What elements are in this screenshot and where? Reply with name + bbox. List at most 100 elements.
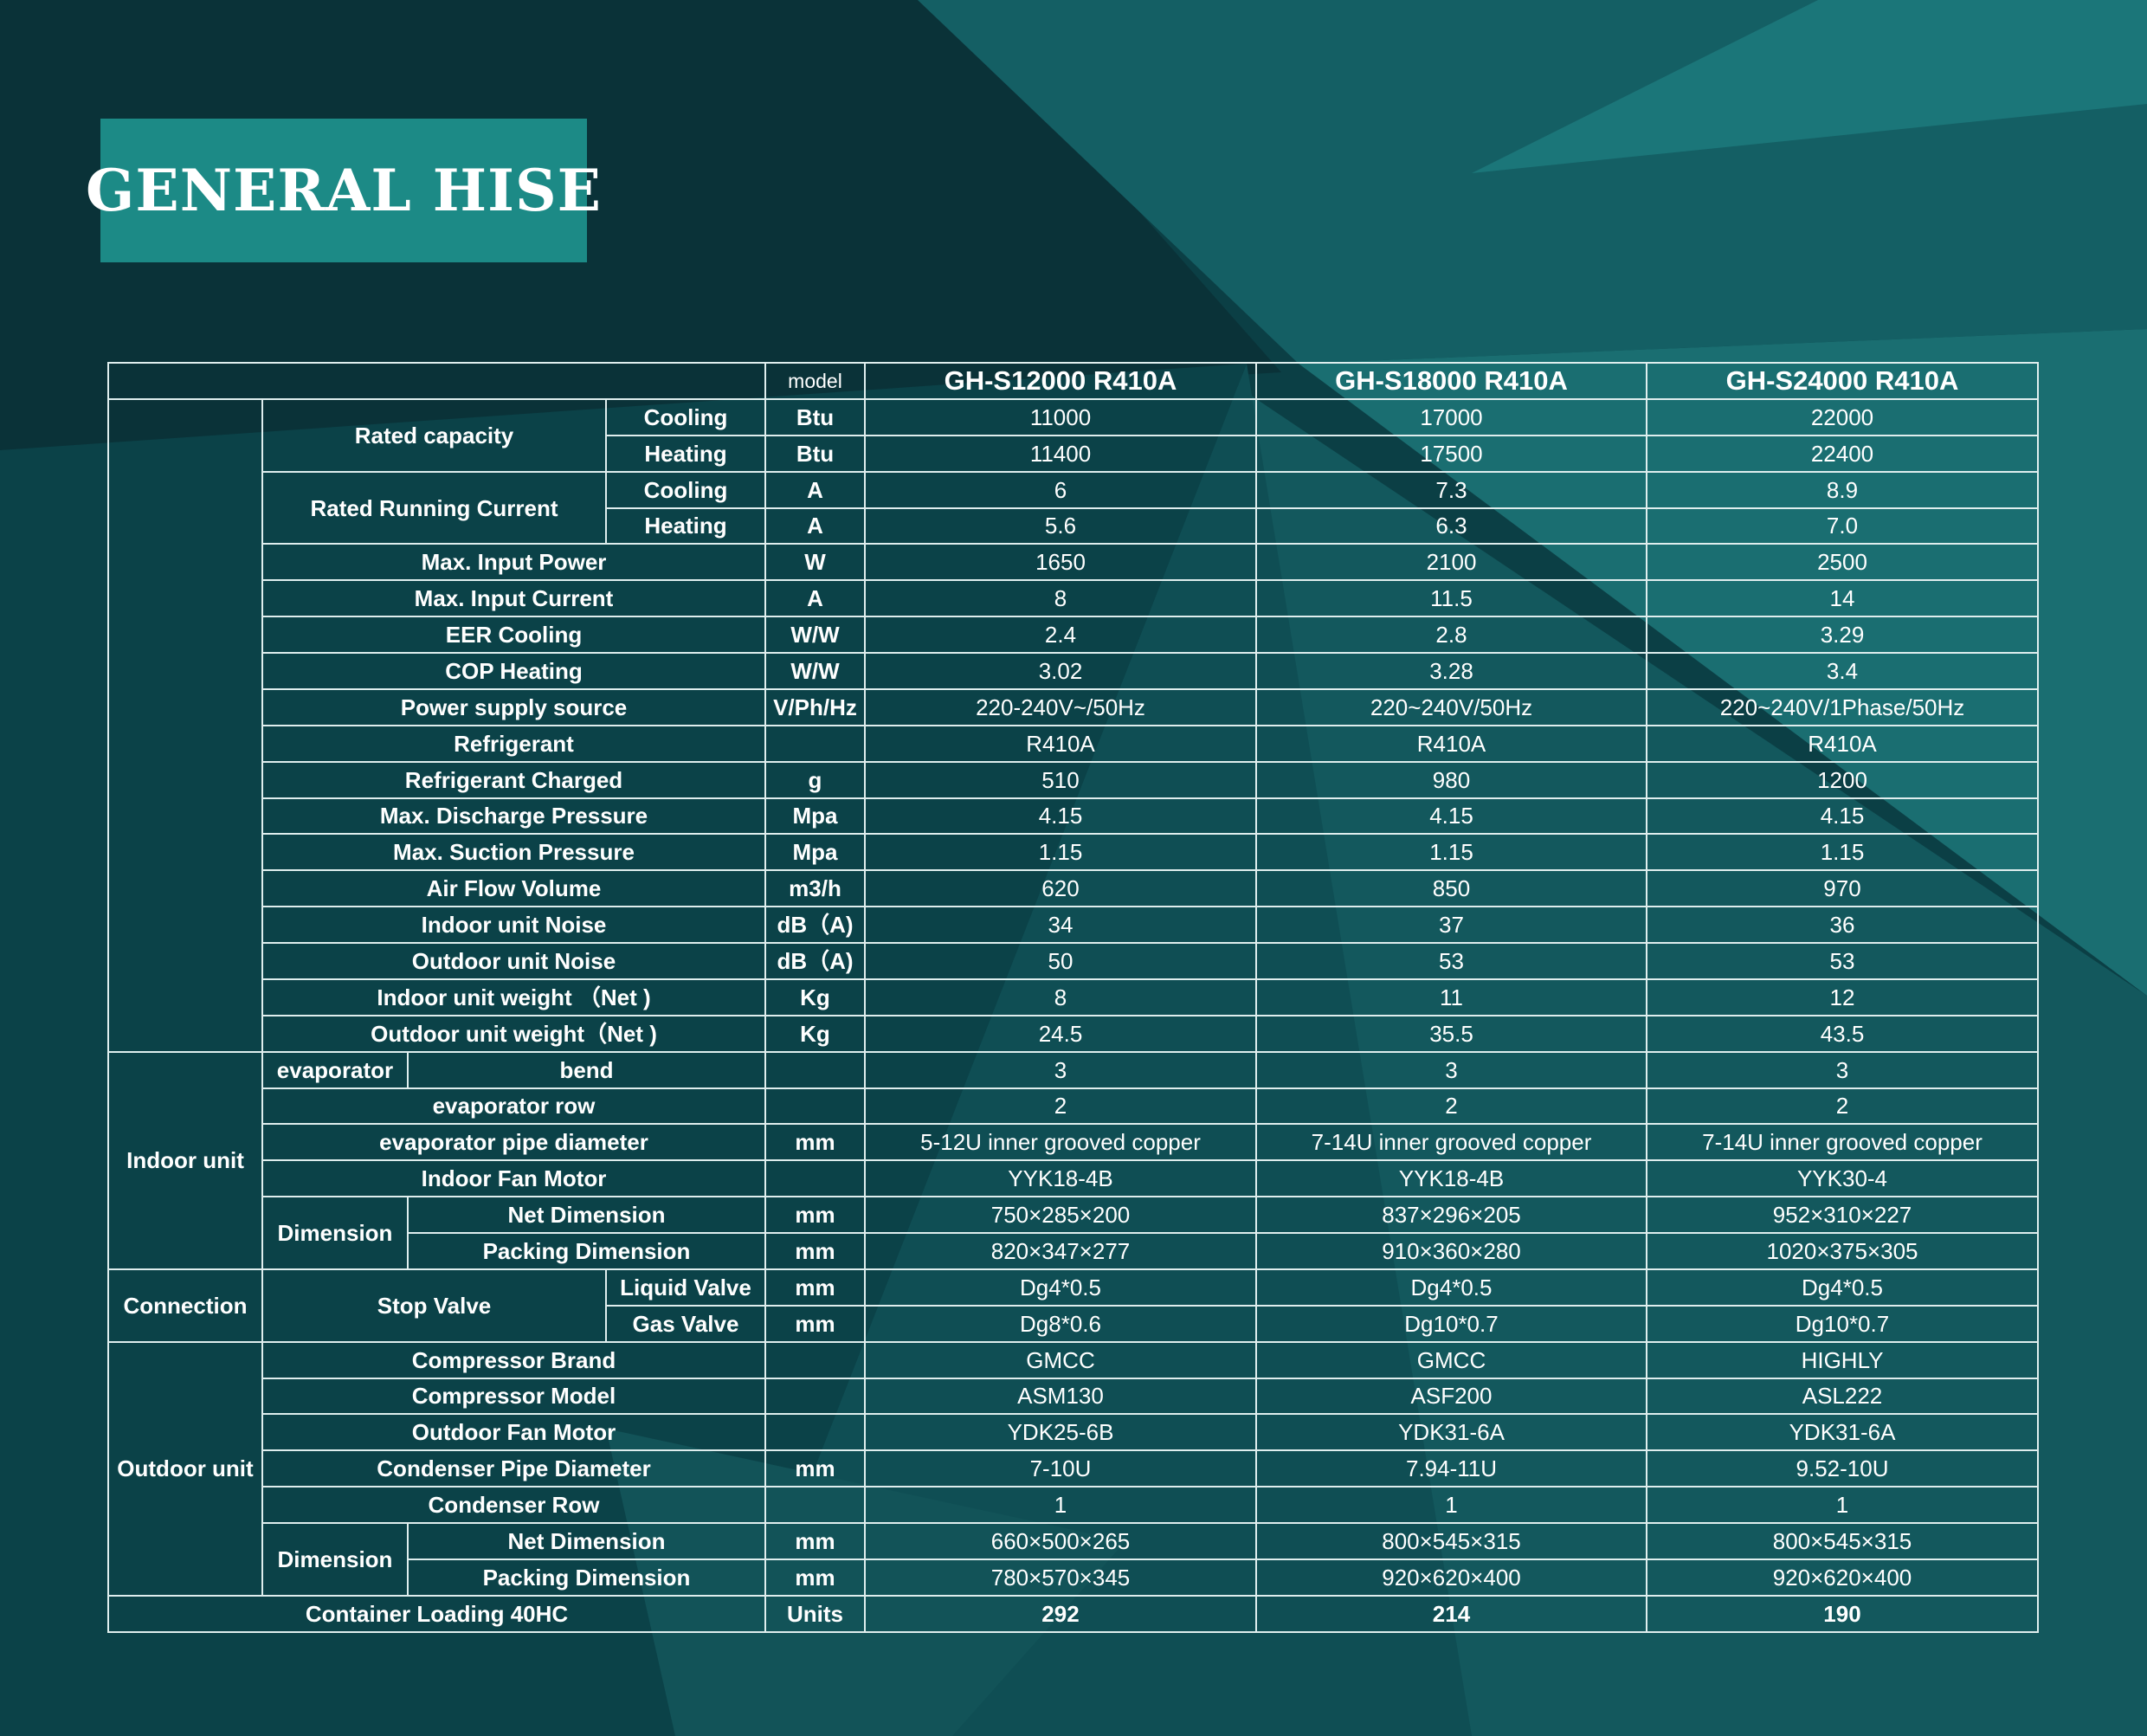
row-unit: A bbox=[764, 470, 866, 509]
row-value: 850 bbox=[1255, 869, 1647, 908]
row-value: R410A bbox=[864, 724, 1257, 763]
row-value: 11000 bbox=[864, 397, 1257, 436]
table-row: EER Cooling W/W 2.4 2.8 3.29 bbox=[108, 616, 2039, 654]
table-row: Max. Input Current A 8 11.5 14 bbox=[108, 579, 2039, 618]
row-label: Condenser Pipe Diameter bbox=[261, 1449, 766, 1488]
row-unit: A bbox=[764, 507, 866, 545]
row-unit: Kg bbox=[764, 1014, 866, 1053]
row-label: Refrigerant Charged bbox=[261, 760, 766, 799]
row-value: 620 bbox=[864, 869, 1257, 908]
table-row: Refrigerant Charged g 510 980 1200 bbox=[108, 760, 2039, 799]
row-unit: m3/h bbox=[764, 869, 866, 908]
row-value: 190 bbox=[1646, 1594, 2039, 1634]
row-label: Outdoor unit weight（Net ) bbox=[261, 1014, 766, 1053]
row-label: Container Loading 40HC bbox=[107, 1594, 766, 1634]
row-value: 7.0 bbox=[1646, 507, 2039, 545]
row-value: 800×545×315 bbox=[1255, 1522, 1647, 1560]
model-header: GH-S24000 R410A bbox=[1646, 362, 2039, 400]
row-value: 7-10U bbox=[864, 1449, 1257, 1488]
row-value: 292 bbox=[864, 1594, 1257, 1634]
row-unit: mm bbox=[764, 1558, 866, 1597]
table-row: Max. Input Power W 1650 2100 2500 bbox=[108, 543, 2039, 582]
row-value: 8 bbox=[864, 579, 1257, 618]
row-value: 53 bbox=[1255, 942, 1647, 980]
row-unit: W bbox=[764, 543, 866, 582]
row-value: GMCC bbox=[864, 1340, 1257, 1379]
row-value: Dg4*0.5 bbox=[1255, 1268, 1647, 1307]
row-label: Packing Dimension bbox=[407, 1232, 766, 1270]
row-value: 2.8 bbox=[1255, 616, 1647, 654]
outdoor-unit-group-label: Outdoor unit bbox=[107, 1340, 263, 1597]
row-value: 6 bbox=[864, 470, 1257, 509]
row-value: 220-240V~/50Hz bbox=[864, 687, 1257, 726]
brand-name: GENERAL HISE bbox=[86, 157, 602, 224]
row-unit: g bbox=[764, 760, 866, 799]
row-label: Max. Suction Pressure bbox=[261, 833, 766, 872]
row-unit: Btu bbox=[764, 397, 866, 436]
indoor-dimension-label: Dimension bbox=[261, 1196, 409, 1270]
row-value: 510 bbox=[864, 760, 1257, 799]
row-unit bbox=[764, 1340, 866, 1379]
stop-valve-label: Stop Valve bbox=[261, 1268, 607, 1343]
row-value: 17000 bbox=[1255, 397, 1647, 436]
table-row: evaporator row 2 2 2 bbox=[108, 1087, 2039, 1126]
table-row: Indoor unit weight （Net ) Kg 8 11 12 bbox=[108, 978, 2039, 1016]
row-unit: mm bbox=[764, 1196, 866, 1234]
row-unit: Kg bbox=[764, 978, 866, 1016]
row-label: Condenser Row bbox=[261, 1486, 766, 1524]
row-value: 3 bbox=[1255, 1050, 1647, 1089]
row-value: 4.15 bbox=[1646, 797, 2039, 836]
row-unit: Mpa bbox=[764, 797, 866, 836]
table-row: Air Flow Volume m3/h 620 850 970 bbox=[108, 869, 2039, 908]
row-value: 5.6 bbox=[864, 507, 1257, 545]
table-row: Outdoor unit Compressor Brand GMCC GMCC … bbox=[107, 1340, 2039, 1597]
row-value: 220~240V/50Hz bbox=[1255, 687, 1647, 726]
row-value: ASM130 bbox=[864, 1377, 1257, 1416]
row-label: evaporator pipe diameter bbox=[261, 1123, 766, 1162]
row-value: 3.29 bbox=[1646, 616, 2039, 654]
row-value: 3 bbox=[1646, 1050, 2039, 1089]
table-row: Refrigerant R410A R410A R410A bbox=[108, 724, 2039, 763]
row-value: 952×310×227 bbox=[1646, 1196, 2039, 1234]
row-value: 920×620×400 bbox=[1646, 1558, 2039, 1597]
row-value: 12 bbox=[1646, 978, 2039, 1016]
row-value: 7.3 bbox=[1255, 470, 1647, 509]
row-value: 660×500×265 bbox=[864, 1522, 1257, 1560]
row-label: Outdoor Fan Motor bbox=[261, 1413, 766, 1452]
row-label: Indoor unit weight （Net ) bbox=[261, 978, 766, 1016]
row-value: 820×347×277 bbox=[864, 1232, 1257, 1270]
row-unit: dB（A) bbox=[764, 942, 866, 980]
row-value: 1.15 bbox=[864, 833, 1257, 872]
spec-table: model GH-S12000 R410A GH-S18000 R410A GH… bbox=[107, 362, 2039, 1634]
row-value: 11 bbox=[1255, 978, 1647, 1016]
row-value: 22400 bbox=[1646, 434, 2039, 473]
row-value: 8 bbox=[864, 978, 1257, 1016]
table-row: Compressor Model ASM130 ASF200 ASL222 bbox=[108, 1377, 2039, 1416]
row-value: 14 bbox=[1646, 579, 2039, 618]
table-row: Condenser Pipe Diameter mm 7-10U 7.94-11… bbox=[108, 1449, 2039, 1488]
row-unit: mm bbox=[764, 1123, 866, 1162]
row-value: 35.5 bbox=[1255, 1014, 1647, 1053]
row-label: Cooling bbox=[605, 397, 766, 436]
row-label: Packing Dimension bbox=[407, 1558, 766, 1597]
row-value: 750×285×200 bbox=[864, 1196, 1257, 1234]
model-header: GH-S12000 R410A bbox=[864, 362, 1257, 400]
row-value: 2.4 bbox=[864, 616, 1257, 654]
row-label: Net Dimension bbox=[407, 1522, 766, 1560]
row-label: Max. Input Power bbox=[261, 543, 766, 582]
row-value: ASL222 bbox=[1646, 1377, 2039, 1416]
row-value: 4.15 bbox=[864, 797, 1257, 836]
table-row: COP Heating W/W 3.02 3.28 3.4 bbox=[108, 652, 2039, 690]
row-value: R410A bbox=[1255, 724, 1647, 763]
table-row: Connection Stop Valve Liquid Valve mm Dg… bbox=[107, 1268, 2039, 1343]
model-label: model bbox=[764, 362, 866, 400]
row-value: YDK25-6B bbox=[864, 1413, 1257, 1452]
row-value: 2100 bbox=[1255, 543, 1647, 582]
row-value: 2 bbox=[1646, 1087, 2039, 1126]
table-row: Dimension Net Dimension mm 660×500×265 8… bbox=[108, 1522, 2039, 1597]
row-value: 50 bbox=[864, 942, 1257, 980]
row-label: Heating bbox=[605, 507, 766, 545]
row-label: Outdoor unit Noise bbox=[261, 942, 766, 980]
row-unit bbox=[764, 1159, 866, 1198]
row-unit: mm bbox=[764, 1304, 866, 1343]
